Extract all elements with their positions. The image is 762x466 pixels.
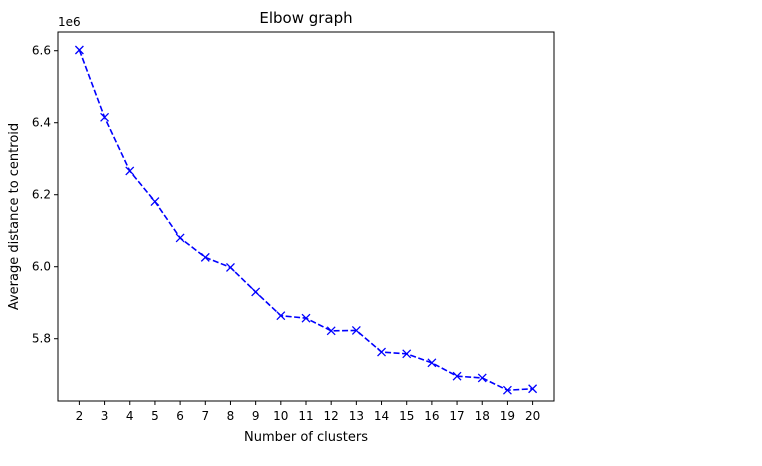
x-tick-label: 12 — [324, 409, 339, 423]
x-tick-label: 14 — [374, 409, 389, 423]
x-tick-label: 10 — [273, 409, 288, 423]
point-marker-stroke — [74, 45, 84, 55]
x-tick-label: 13 — [349, 409, 364, 423]
x-tick-label: 11 — [298, 409, 313, 423]
point-marker-stroke — [377, 347, 386, 357]
point-marker-stroke — [301, 313, 311, 323]
x-tick-label: 20 — [525, 409, 540, 423]
x-tick-label: 17 — [449, 409, 464, 423]
x-tick-label: 6 — [176, 409, 184, 423]
point-marker-stroke — [251, 287, 261, 297]
y-tick-label: 5.8 — [32, 332, 51, 346]
y-tick-label: 6.2 — [32, 188, 51, 202]
x-tick-label: 9 — [252, 409, 260, 423]
point-marker-stroke — [326, 326, 336, 336]
x-tick-label: 7 — [201, 409, 209, 423]
x-tick-label: 18 — [475, 409, 490, 423]
data-point — [427, 358, 437, 368]
data-point — [528, 384, 538, 394]
x-tick-label: 19 — [500, 409, 515, 423]
data-point — [477, 373, 487, 383]
y-tick-label: 6.4 — [32, 116, 51, 130]
data-point — [301, 313, 311, 323]
chart-title: Elbow graph — [259, 9, 352, 27]
data-point — [377, 347, 386, 357]
plot-frame — [57, 31, 555, 402]
data-point — [150, 197, 160, 207]
data-point — [351, 325, 361, 335]
data-point — [100, 112, 110, 122]
point-marker-stroke — [200, 252, 210, 262]
y-tick-label: 6.6 — [32, 44, 51, 58]
data-point — [402, 349, 412, 359]
data-point — [200, 252, 210, 262]
y-axis-ticks: 5.8 6.0 6.2 6.4 6.6 — [32, 44, 58, 346]
point-marker-stroke — [226, 262, 235, 272]
point-marker-stroke — [125, 166, 135, 176]
point-marker-stroke — [477, 373, 487, 383]
point-marker-stroke — [150, 197, 160, 207]
y-tick-label: 6.0 — [32, 260, 51, 274]
point-marker-stroke — [528, 384, 538, 394]
plot-series — [74, 45, 538, 395]
x-tick-label: 2 — [76, 409, 84, 423]
data-point — [226, 262, 235, 272]
data-point — [502, 385, 512, 395]
data-point — [74, 45, 84, 55]
data-point — [125, 166, 135, 176]
point-marker-stroke — [452, 371, 462, 381]
data-point — [251, 287, 261, 297]
point-marker-stroke — [351, 325, 361, 335]
point-marker-stroke — [502, 385, 512, 395]
point-marker-stroke — [175, 233, 185, 243]
x-tick-label: 3 — [101, 409, 109, 423]
point-marker-stroke — [276, 311, 286, 321]
data-point — [452, 371, 462, 381]
data-point — [276, 311, 286, 321]
x-axis-ticks: 2 3 4 5 6 7 8 9 10 11 12 13 14 15 16 17 18 19 20 — [76, 401, 540, 423]
point-marker-stroke — [402, 349, 412, 359]
point-marker-stroke — [427, 358, 437, 368]
y-offset-label: 1e6 — [58, 15, 81, 29]
x-tick-label: 5 — [151, 409, 159, 423]
point-marker-stroke — [100, 112, 110, 122]
x-tick-label: 8 — [227, 409, 235, 423]
x-axis-label: Number of clusters — [244, 430, 368, 445]
series-line — [78, 49, 533, 392]
data-point — [326, 326, 336, 336]
x-tick-label: 4 — [126, 409, 134, 423]
x-tick-label: 16 — [424, 409, 439, 423]
data-point — [175, 233, 185, 243]
y-axis-label: Average distance to centroid — [7, 123, 22, 310]
x-tick-label: 15 — [399, 409, 414, 423]
